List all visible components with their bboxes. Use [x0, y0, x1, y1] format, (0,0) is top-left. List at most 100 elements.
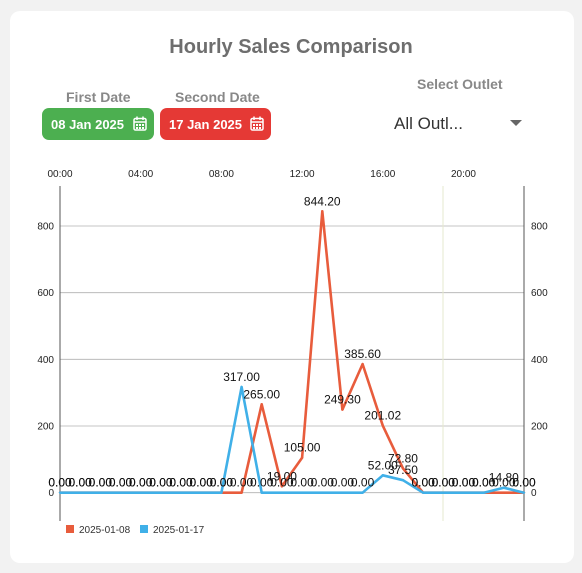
data-point	[442, 491, 445, 494]
data-label: 249.30	[324, 393, 361, 407]
second-date-label: Second Date	[175, 89, 260, 105]
second-date-value: 17 Jan 2025	[169, 116, 243, 132]
x-tick-label: 08:00	[209, 169, 234, 180]
data-label: 317.00	[223, 370, 260, 384]
data-label: 0.00	[452, 476, 476, 490]
data-point	[179, 491, 183, 494]
data-point	[381, 424, 384, 427]
data-point	[361, 491, 364, 494]
data-label: 0.00	[190, 476, 214, 490]
data-point	[119, 491, 122, 494]
x-tick-label: 12:00	[290, 169, 315, 180]
outlet-select-value: All Outl...	[394, 114, 463, 133]
data-label: 0.00	[230, 476, 254, 490]
data-point	[482, 491, 485, 494]
data-label: 0.00	[492, 476, 516, 490]
data-label: 0.00	[169, 476, 193, 490]
data-label: 0.00	[190, 476, 214, 490]
y-tick-label-left: 600	[37, 288, 54, 299]
y-tick-label-left: 400	[37, 355, 54, 366]
data-point	[99, 491, 102, 494]
data-label: 0.00	[472, 476, 496, 490]
data-label: 0.00	[149, 476, 173, 490]
data-point	[381, 474, 384, 477]
data-label: 14.80	[489, 471, 519, 485]
y-tick-label-right: 200	[531, 422, 548, 433]
data-label: 385.60	[344, 347, 381, 361]
first-date-value: 08 Jan 2025	[51, 116, 125, 132]
data-point	[240, 385, 243, 389]
data-point	[401, 467, 405, 470]
data-point	[260, 491, 263, 494]
data-label: 72.80	[388, 451, 418, 465]
data-label: 0.00	[311, 476, 335, 490]
chevron-down-icon[interactable]	[510, 120, 522, 126]
data-label: 0.00	[48, 476, 72, 490]
data-label: 19.00	[267, 469, 297, 483]
data-label: 0.00	[68, 476, 92, 490]
data-label: 0.00	[149, 476, 173, 490]
data-label: 0.00	[129, 476, 153, 490]
data-label: 0.00	[109, 476, 133, 490]
legend-label: 2025-01-08	[79, 525, 131, 536]
data-point	[78, 491, 82, 494]
data-point	[361, 362, 364, 366]
data-label: 0.00	[109, 476, 133, 490]
data-point	[341, 408, 344, 411]
data-label: 52.00	[368, 458, 398, 472]
data-label: 0.00	[210, 476, 234, 490]
first-date-label: First Date	[66, 89, 131, 105]
data-point	[260, 403, 263, 406]
data-label: 0.00	[169, 476, 193, 490]
data-point	[58, 491, 62, 494]
data-label: 0.00	[432, 476, 456, 490]
data-label: 0.00	[290, 476, 314, 490]
outlet-label: Select Outlet	[417, 76, 503, 92]
x-tick-label: 20:00	[451, 169, 476, 180]
data-label: 265.00	[243, 387, 280, 401]
page-title: Hourly Sales Comparison	[169, 36, 413, 58]
data-label: 0.00	[331, 476, 355, 490]
y-tick-label-right: 800	[531, 222, 548, 233]
y-tick-label-left: 200	[37, 422, 54, 433]
data-label: 105.00	[284, 441, 321, 455]
x-tick-label: 16:00	[370, 169, 395, 180]
data-label: 0.00	[512, 476, 536, 490]
data-point	[421, 491, 425, 494]
data-point	[240, 491, 243, 494]
data-point	[502, 486, 506, 489]
data-label: 0.00	[512, 476, 536, 490]
legend-swatch	[66, 525, 74, 533]
data-label: 37.50	[388, 463, 418, 477]
x-tick-label: 04:00	[128, 169, 153, 180]
data-point	[200, 491, 203, 494]
data-point	[321, 210, 324, 213]
first-date-picker[interactable]: 08 Jan 2025	[42, 108, 154, 140]
y-tick-label-left: 0	[48, 488, 54, 499]
data-label: 0.00	[351, 476, 375, 490]
data-label: 0.00	[250, 476, 274, 490]
data-point	[462, 491, 465, 494]
calendar-icon	[250, 116, 264, 131]
second-date-picker[interactable]: 17 Jan 2025	[160, 108, 271, 140]
calendar-icon	[133, 116, 147, 131]
data-label: 0.00	[411, 476, 435, 490]
data-label: 0.00	[68, 476, 92, 490]
data-label: 0.00	[89, 476, 113, 490]
y-tick-label-right: 400	[531, 355, 548, 366]
data-label: 0.00	[432, 476, 456, 490]
legend-label: 2025-01-17	[153, 525, 205, 536]
x-tick-label: 00:00	[47, 169, 72, 180]
data-point	[280, 485, 284, 488]
data-point	[341, 491, 344, 494]
data-label: 0.00	[270, 476, 294, 490]
y-tick-label-left: 800	[37, 222, 54, 233]
data-label: 0.00	[411, 476, 435, 490]
data-label: 0.00	[89, 476, 113, 490]
data-point	[220, 491, 223, 494]
data-point	[300, 456, 304, 459]
series-line-2025-01-17	[60, 385, 525, 495]
y-tick-label-right: 0	[531, 488, 537, 499]
data-point	[280, 491, 284, 494]
